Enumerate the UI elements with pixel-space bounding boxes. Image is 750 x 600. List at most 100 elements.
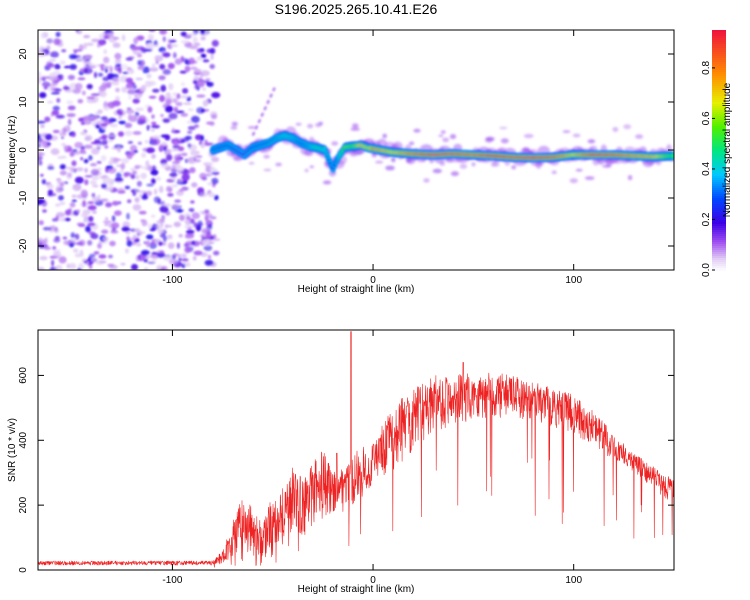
noise-blob <box>50 91 60 95</box>
noise-blob <box>173 221 181 228</box>
noise-blob <box>44 237 48 245</box>
noise-blob <box>200 135 204 141</box>
noise-blob <box>84 179 89 186</box>
noise-blob <box>140 219 146 223</box>
noise-blob <box>178 170 181 175</box>
noise-blob <box>190 115 200 123</box>
noise-blob <box>202 99 209 107</box>
scatter-blob <box>375 160 384 164</box>
spectrogram-xtick-label: 100 <box>565 275 582 286</box>
snr-series-line <box>38 331 674 568</box>
colorbar-cell <box>712 88 726 91</box>
noise-blob <box>83 34 90 39</box>
colorbar-cell <box>712 226 726 229</box>
noise-blob <box>69 242 74 248</box>
colorbar-cell <box>712 126 726 129</box>
noise-blob <box>78 262 84 270</box>
scatter-blob <box>263 154 270 159</box>
noise-blob <box>104 145 109 149</box>
noise-blob <box>55 114 65 119</box>
noise-blob <box>89 116 98 120</box>
noise-blob <box>77 99 84 104</box>
colorbar-cell <box>712 220 726 223</box>
noise-blob <box>38 155 43 161</box>
noise-blob <box>90 163 97 167</box>
noise-blob <box>181 152 188 157</box>
noise-blob <box>76 222 85 226</box>
noise-blob <box>200 30 206 35</box>
noise-blob <box>149 227 156 232</box>
noise-blob <box>103 49 108 55</box>
noise-blob <box>127 199 132 204</box>
noise-blob <box>74 176 84 184</box>
noise-blob <box>115 95 120 102</box>
colorbar-cell <box>712 242 726 245</box>
colorbar-cell <box>712 42 726 45</box>
colorbar-cell <box>712 230 726 233</box>
noise-blob <box>80 253 84 257</box>
noise-blob <box>159 94 165 103</box>
noise-blob <box>183 243 189 248</box>
spectrogram-xtick-label: -100 <box>162 275 182 286</box>
noise-blob <box>160 134 170 138</box>
noise-blob <box>140 249 150 256</box>
noise-blob <box>83 67 93 74</box>
noise-blob <box>91 38 100 43</box>
scatter-blob <box>449 134 457 140</box>
noise-blob <box>126 152 133 160</box>
scatter-blob <box>350 153 357 157</box>
noise-blob <box>47 39 54 43</box>
noise-blob <box>206 225 213 230</box>
noise-blob <box>83 144 93 149</box>
scatter-blob <box>523 133 534 139</box>
noise-blob <box>48 63 55 68</box>
noise-blob <box>159 218 165 223</box>
spectrogram-ridge <box>210 131 674 173</box>
noise-blob <box>131 263 138 270</box>
noise-blob <box>86 99 96 104</box>
colorbar-cell <box>712 206 726 209</box>
scatter-blob <box>485 136 495 142</box>
noise-blob <box>134 189 140 193</box>
noise-blob <box>125 231 131 235</box>
colorbar-cell <box>712 36 726 39</box>
colorbar-cell <box>712 70 726 73</box>
colorbar-cell <box>712 142 726 145</box>
noise-blob <box>153 196 160 204</box>
noise-blob <box>174 58 182 65</box>
noise-blob <box>80 157 84 161</box>
colorbar-cell <box>712 148 726 151</box>
noise-blob <box>152 138 161 146</box>
noise-blob <box>90 233 99 240</box>
noise-blob <box>162 36 166 42</box>
noise-blob <box>173 106 179 113</box>
noise-blob <box>192 36 198 43</box>
noise-blob <box>191 212 200 220</box>
noise-blob <box>52 105 60 111</box>
noise-blob <box>47 142 51 146</box>
noise-blob <box>126 236 130 242</box>
noise-blob <box>148 80 156 86</box>
colorbar-cell <box>712 56 726 59</box>
noise-blob <box>184 158 189 163</box>
scatter-blob <box>459 163 468 169</box>
noise-blob <box>134 149 138 153</box>
noise-blob <box>193 159 201 163</box>
noise-blob <box>159 63 166 70</box>
noise-blob <box>55 31 61 37</box>
noise-blob <box>206 81 214 87</box>
noise-blob <box>180 95 189 99</box>
colorbar-cell <box>712 116 726 119</box>
noise-blob <box>175 209 184 213</box>
noise-blob <box>151 251 159 255</box>
noise-blob <box>211 177 219 185</box>
noise-blob <box>184 246 191 254</box>
noise-blob <box>171 127 176 134</box>
noise-blob <box>188 208 195 213</box>
noise-blob <box>121 34 126 42</box>
spectrogram-content <box>38 30 674 270</box>
noise-blob <box>96 161 102 164</box>
noise-blob <box>108 81 112 85</box>
noise-blob <box>177 253 181 259</box>
noise-blob <box>139 86 147 91</box>
